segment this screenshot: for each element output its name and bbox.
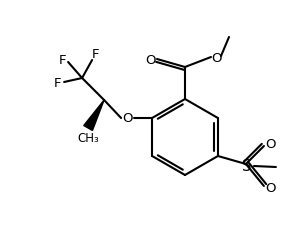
- Text: F: F: [53, 77, 61, 90]
- Polygon shape: [84, 101, 104, 131]
- Text: S: S: [242, 159, 252, 174]
- Text: O: O: [266, 138, 276, 151]
- Text: O: O: [266, 182, 276, 195]
- Text: CH₃: CH₃: [77, 132, 99, 145]
- Text: F: F: [58, 53, 66, 66]
- Text: O: O: [122, 112, 132, 125]
- Text: O: O: [211, 52, 221, 65]
- Text: O: O: [145, 54, 155, 67]
- Text: F: F: [91, 47, 99, 60]
